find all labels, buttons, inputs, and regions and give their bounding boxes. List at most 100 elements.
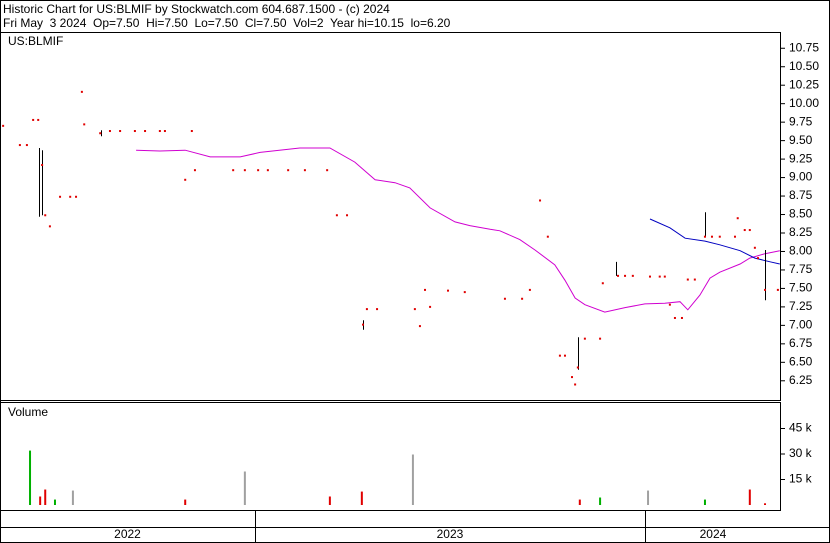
close-point	[539, 199, 542, 202]
close-point	[232, 169, 235, 172]
close-point	[362, 323, 365, 326]
close-point	[163, 130, 166, 133]
close-point	[266, 169, 269, 172]
close-point	[424, 288, 427, 291]
volume-bar	[243, 471, 246, 505]
close-point	[680, 316, 683, 319]
close-point	[326, 169, 329, 172]
x-period-label: 2022	[114, 527, 141, 541]
close-point	[18, 144, 21, 147]
volume-bar	[748, 489, 751, 505]
close-point	[673, 316, 676, 319]
volume-bar	[29, 450, 32, 505]
close-point	[413, 308, 416, 311]
close-point	[108, 130, 111, 133]
close-point	[44, 214, 47, 217]
volume-bar	[53, 499, 56, 505]
close-point	[243, 169, 246, 172]
y-tick-label: 6.50	[789, 354, 813, 368]
close-point	[563, 354, 566, 357]
y-tick-label: 7.75	[789, 262, 813, 276]
close-point	[447, 289, 450, 292]
chart-title: Historic Chart for US:BLMIF by Stockwatc…	[3, 2, 390, 16]
y-tick-label: 6.75	[789, 336, 813, 350]
close-point	[37, 118, 40, 121]
moving-average	[136, 147, 780, 313]
symbol-label: US:BLMIF	[8, 34, 63, 48]
volume-bar	[764, 503, 767, 505]
close-point	[648, 275, 651, 278]
close-point	[184, 178, 187, 181]
close-point	[601, 282, 604, 285]
close-point	[710, 235, 713, 238]
close-point	[658, 275, 661, 278]
price-panel	[0, 32, 781, 401]
y-tick-label: 10.50	[789, 59, 819, 73]
close-point	[133, 130, 136, 133]
close-point	[25, 144, 28, 147]
y-tick-label: 8.25	[789, 225, 813, 239]
close-point	[546, 235, 549, 238]
close-point	[190, 130, 193, 133]
volume-bar	[184, 499, 187, 505]
volume-bar	[578, 499, 581, 505]
volume-bar	[411, 454, 414, 505]
close-point	[663, 275, 666, 278]
y-tick-label: 9.00	[789, 170, 813, 184]
close-point	[429, 305, 432, 308]
volume-tick-label: 30 k	[789, 446, 813, 460]
close-point	[99, 132, 102, 135]
volume-bar	[328, 496, 331, 505]
close-point	[733, 235, 736, 238]
y-tick-label: 9.25	[789, 151, 813, 165]
close-point	[521, 297, 524, 300]
close-point	[736, 217, 739, 220]
close-point	[764, 288, 767, 291]
close-point	[418, 325, 421, 328]
close-point	[69, 195, 72, 198]
y-tick-label: 9.50	[789, 133, 813, 147]
close-point	[365, 308, 368, 311]
volume-bar	[44, 489, 47, 505]
volume-tick-label: 45 k	[789, 421, 813, 435]
close-point	[748, 229, 751, 232]
volume-bar	[599, 497, 602, 505]
close-point	[303, 169, 306, 172]
close-point	[571, 376, 574, 379]
close-point	[193, 169, 196, 172]
y-tick-label: 8.75	[789, 188, 813, 202]
close-point	[574, 383, 577, 386]
close-point	[528, 288, 531, 291]
close-point	[463, 291, 466, 294]
x-period-label: 2024	[700, 527, 727, 541]
close-point	[41, 164, 44, 167]
close-point	[346, 214, 349, 217]
close-point	[631, 274, 634, 277]
volume-tick-label: 15 k	[789, 472, 813, 486]
chart-subtitle: Fri May 3 2024 Op=7.50 Hi=7.50 Lo=7.50 C…	[3, 16, 451, 30]
close-point	[743, 229, 746, 232]
close-point	[617, 274, 620, 277]
close-point	[718, 235, 721, 238]
close-point	[668, 303, 671, 306]
volume-bar	[647, 490, 650, 505]
close-point	[257, 169, 260, 172]
close-point	[599, 337, 602, 340]
close-point	[32, 118, 35, 121]
volume-label: Volume	[8, 405, 48, 419]
y-tick-label: 9.75	[789, 114, 813, 128]
close-point	[119, 130, 122, 133]
close-point	[83, 123, 86, 126]
close-point	[287, 169, 290, 172]
close-point	[48, 225, 51, 228]
volume-bar	[703, 499, 706, 505]
close-point	[2, 124, 5, 127]
volume-bar	[39, 496, 42, 505]
close-point	[75, 195, 78, 198]
close-point	[776, 288, 779, 291]
y-tick-label: 10.25	[789, 77, 819, 91]
y-tick-label: 10.00	[789, 96, 819, 110]
